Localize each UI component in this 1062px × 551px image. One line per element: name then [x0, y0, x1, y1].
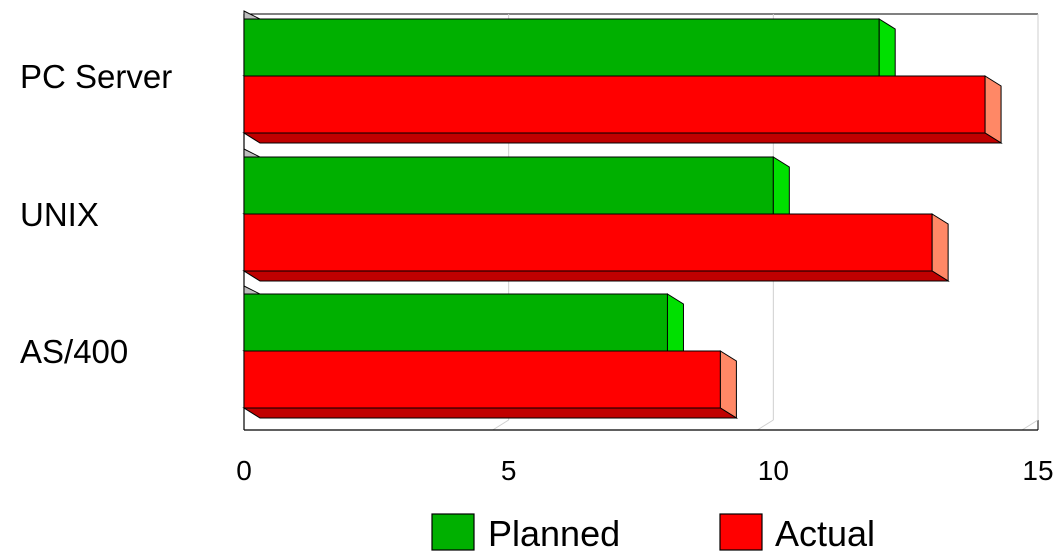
bar-bottom-face: [242, 270, 950, 282]
bar-planned-pc-server: [243, 18, 880, 77]
bar-side-face: [984, 75, 1002, 144]
x-tick-label: 10: [758, 455, 789, 486]
bar-planned-unix: [243, 156, 774, 215]
legend-swatch-planned: [431, 513, 475, 551]
bar-planned-as-400: [243, 293, 668, 352]
bar-actual-as-400: [243, 350, 721, 409]
x-tick-label: 15: [1022, 455, 1053, 486]
bars-layer: [242, 10, 1003, 419]
category-label: PC Server: [20, 58, 172, 95]
legend-layer: Planned Actual: [431, 513, 875, 551]
x-tick-label: 0: [236, 455, 252, 486]
legend-swatch-actual: [719, 513, 763, 551]
legend-label-planned: Planned: [488, 513, 620, 551]
bar-bottom-face: [242, 132, 1003, 144]
bar-bottom-face: [242, 407, 739, 419]
bar-actual-pc-server: [243, 75, 986, 134]
labels-layer: PC Server UNIX AS/400 0 5 10 15: [20, 58, 1054, 486]
legend-label-actual: Actual: [775, 513, 875, 551]
category-label: AS/400: [20, 333, 128, 370]
category-label: UNIX: [20, 196, 99, 233]
bar-actual-unix: [243, 213, 933, 272]
bar-side-face: [931, 213, 949, 282]
gridline-floor: [492, 419, 509, 431]
gridline-floor: [757, 419, 774, 431]
x-tick-label: 5: [501, 455, 517, 486]
gridline-floor: [1021, 419, 1039, 431]
bar-side-face: [719, 350, 737, 419]
